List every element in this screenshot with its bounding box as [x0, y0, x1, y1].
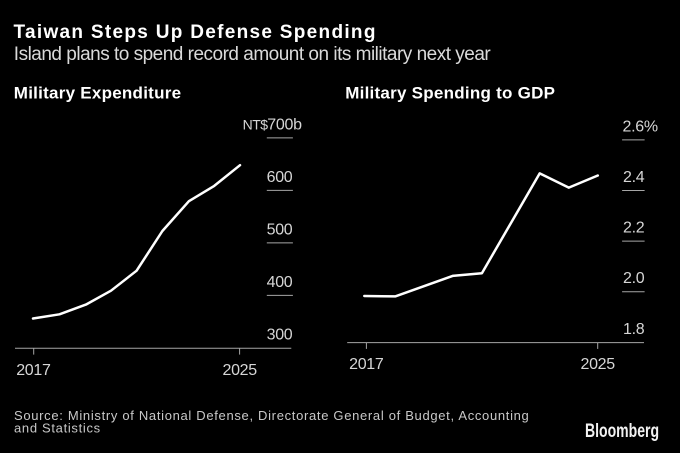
svg-text:2.6%: 2.6%	[623, 118, 658, 135]
svg-text:Bloomberg: Bloomberg	[585, 420, 659, 442]
svg-text:2017: 2017	[16, 362, 51, 379]
svg-text:2017: 2017	[349, 356, 384, 373]
svg-text:300: 300	[267, 326, 293, 343]
svg-text:Military Spending to GDP: Military Spending to GDP	[345, 84, 555, 103]
svg-text:Island plans to spend record a: Island plans to spend record amount on i…	[14, 44, 492, 65]
svg-text:1.8: 1.8	[623, 321, 645, 338]
svg-text:NT$: NT$	[243, 116, 269, 132]
svg-text:2025: 2025	[222, 362, 257, 379]
svg-text:600: 600	[267, 169, 293, 186]
svg-text:and Statistics: and Statistics	[14, 421, 101, 436]
svg-text:Military Expenditure: Military Expenditure	[14, 83, 181, 102]
svg-text:2.2: 2.2	[623, 220, 645, 237]
svg-text:2025: 2025	[580, 356, 615, 373]
svg-text:Taiwan Steps Up Defense Spendi: Taiwan Steps Up Defense Spending	[14, 22, 377, 43]
svg-text:400: 400	[267, 274, 293, 291]
svg-text:2.0: 2.0	[623, 270, 645, 287]
svg-text:500: 500	[267, 221, 293, 238]
svg-text:700b: 700b	[267, 116, 302, 133]
svg-text:2.4: 2.4	[623, 169, 645, 186]
svg-text:Source: Ministry of National D: Source: Ministry of National Defense, Di…	[14, 408, 529, 423]
